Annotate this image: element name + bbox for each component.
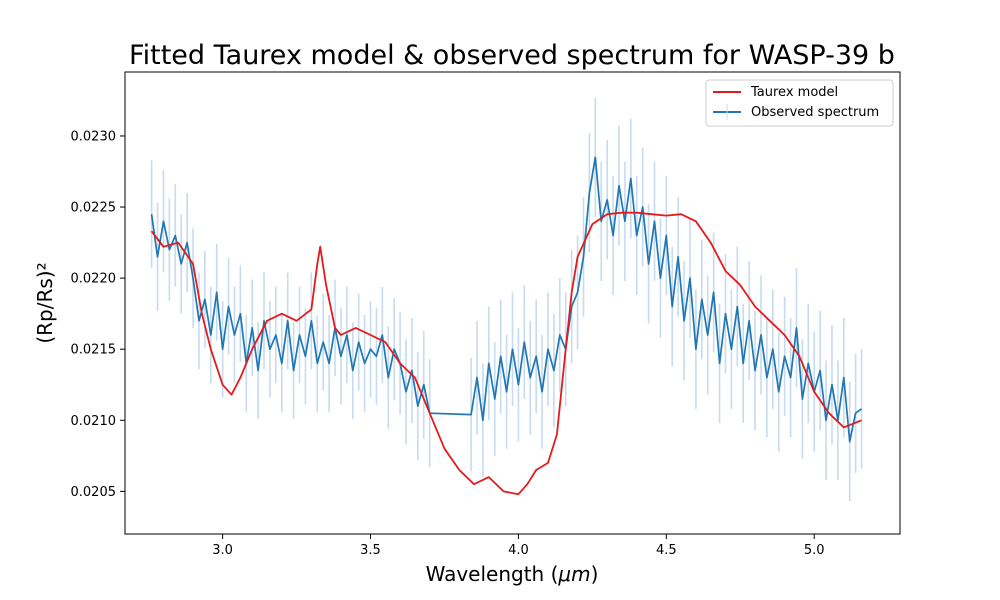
x-tick-label: 3.0 [212,543,233,558]
series-lines [150,156,863,496]
y-tick-label: 0.0205 [71,485,117,500]
y-tick-label: 0.0215 [71,343,117,358]
x-axis-title-unit: μm [557,562,590,586]
x-axis-title: Wavelength (μm) [426,562,599,586]
y-axis-title: (Rp/Rs)² [33,262,57,343]
taurex-model-line [150,211,862,496]
legend-box [705,79,894,127]
x-ticks: 3.0 3.5 4.0 4.5 5.0 [212,534,825,558]
y-ticks: 0.0205 0.0210 0.0215 0.0220 0.0225 0.0230 [71,129,125,500]
x-tick-label: 4.0 [508,543,529,558]
observed-spectrum-line [150,156,863,443]
y-tick-label: 0.0210 [71,414,117,429]
axes-frame [124,71,901,535]
x-tick-label: 3.5 [360,543,381,558]
x-tick-label: 5.0 [804,543,825,558]
x-axis-title-main: Wavelength ( [426,562,559,586]
x-tick-label: 4.5 [656,543,677,558]
legend: Taurex model Observed spectrum [705,79,894,127]
legend-label-observed: Observed spectrum [751,105,879,120]
chart-title: Fitted Taurex model & observed spectrum … [129,40,895,71]
x-axis-title-close: ) [591,562,599,586]
y-tick-label: 0.0230 [71,129,117,144]
legend-label-model: Taurex model [750,85,838,100]
y-tick-label: 0.0220 [71,272,117,287]
plot-area: 3.0 3.5 4.0 4.5 5.0 0.0205 0.0210 0.0215 0.0220… [71,71,901,558]
y-tick-label: 0.0225 [71,201,117,216]
